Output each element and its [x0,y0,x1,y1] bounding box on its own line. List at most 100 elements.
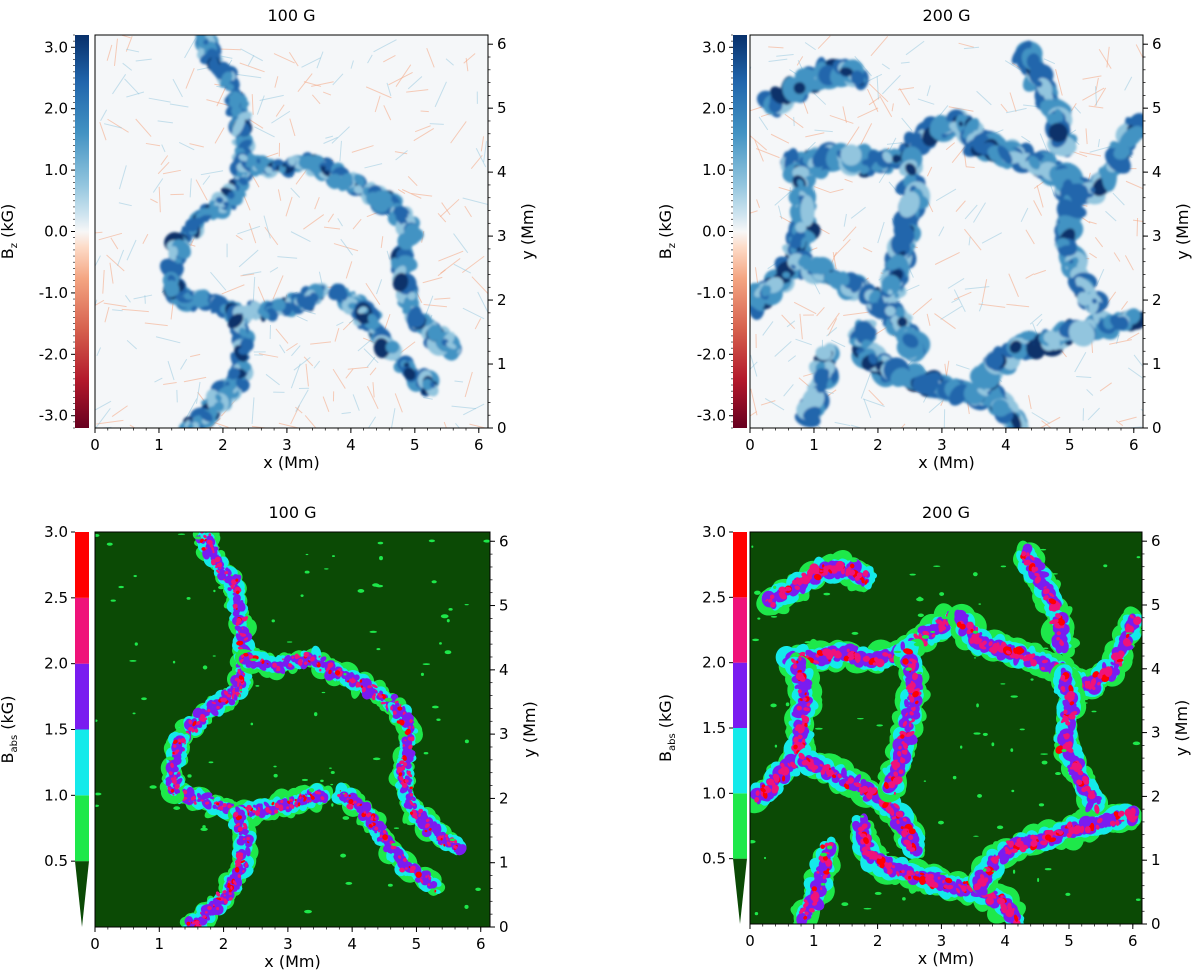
field-image [95,532,490,927]
x-tick-label: 5 [1065,436,1075,454]
y-axis-label: y (Mm) [1172,700,1191,756]
x-axis-label: x (Mm) [918,453,974,472]
x-tick-label: 2 [218,436,228,454]
colorbar-segment [75,795,89,862]
x-tick-label: 0 [90,436,100,454]
colorbar-segment [733,662,747,728]
x-tick-label: 3 [282,436,292,454]
y-tick-label: 2 [499,789,509,807]
y-tick-label: 5 [497,99,507,117]
x-tick-label: 2 [219,935,229,953]
panel-title: 100 G [267,6,315,25]
x-axis-label: x (Mm) [263,453,319,472]
x-tick-label: 3 [937,932,947,950]
x-axis-label: x (Mm) [264,952,320,971]
cbar-tick-label: 1.5 [44,721,68,739]
cbar-tick-label: 0.5 [44,852,68,870]
colorbar-segment [75,729,89,796]
cbar-tick-label: 2.0 [702,100,726,118]
y-tick-label: 0 [499,918,509,936]
colorbar-label: Babs (kG) [0,696,20,764]
colorbar [733,35,747,428]
y-tick-label: 4 [1151,660,1161,678]
x-tick-label: 5 [410,436,420,454]
y-tick-label: 1 [497,355,507,373]
panel-title: 200 G [922,503,970,522]
cbar-tick-label: -3.0 [39,407,68,425]
panel-3: 100 G 0 1 2 3 4 5 6 x (Mm) 0 1 2 3 4 5 6 y (Mm) 0.5 1.0 1.5… [0,503,539,971]
cbar-tick-label: 1.0 [44,161,68,179]
x-tick-label: 0 [90,935,100,953]
x-tick-label: 2 [873,436,883,454]
x-tick-label: 6 [474,436,484,454]
x-tick-label: 1 [809,932,819,950]
x-tick-label: 6 [1129,436,1139,454]
cbar-tick-label: 2.5 [702,588,726,606]
y-tick-label: 6 [499,532,509,550]
x-tick-label: 0 [745,932,755,950]
colorbar [75,35,89,428]
y-axis-label: y (Mm) [518,203,537,259]
cbar-tick-label: 3.0 [44,523,68,541]
x-tick-label: 1 [155,935,165,953]
y-tick-label: 3 [499,725,509,743]
x-tick-label: 3 [937,436,947,454]
panel-title: 100 G [268,503,316,522]
y-tick-label: 3 [1151,724,1161,742]
cbar-tick-label: 1.0 [702,784,726,802]
y-tick-label: 6 [497,35,507,53]
cbar-tick-label: 2.0 [44,100,68,118]
field-image [750,35,1143,428]
colorbar-segment [75,532,89,598]
cbar-tick-label: 1.0 [44,786,68,804]
x-tick-label: 6 [476,935,486,953]
colorbar-extend [733,858,747,924]
x-tick-label: 4 [347,935,357,953]
cbar-tick-label: -2.0 [39,345,68,363]
panel-4: 200 G 0 1 2 3 4 5 6 x (Mm) 0 1 2 3 4 5 6 y (Mm) 0.5 1.0 1.5… [656,503,1191,968]
cbar-tick-label: 0.5 [702,850,726,868]
y-tick-label: 6 [1152,35,1162,53]
cbar-tick-label: -2.0 [697,345,726,363]
x-tick-label: 5 [1064,932,1074,950]
colorbar-label: Babs (kG) [656,694,678,762]
cbar-tick-label: 3.0 [44,38,68,56]
cbar-tick-label: -3.0 [697,407,726,425]
cbar-tick-label: 0.0 [702,223,726,241]
y-tick-label: 1 [499,854,509,872]
y-tick-label: 3 [1152,227,1162,245]
x-tick-label: 1 [154,436,164,454]
cbar-tick-label: 2.5 [44,589,68,607]
field-image [95,35,488,428]
colorbar-segment [75,663,89,730]
x-axis-label: x (Mm) [918,949,974,968]
x-tick-label: 0 [745,436,755,454]
y-tick-label: 0 [1152,419,1162,437]
field-image [750,532,1142,924]
panel-1: 100 G 0 1 2 3 4 5 6 x (Mm) 0 1 2 3 4 5 6 y (Mm) -3.0 -2.0 -… [0,6,537,472]
cbar-tick-label: 1.0 [702,161,726,179]
x-tick-label: 4 [1000,932,1010,950]
cbar-tick-label: -1.0 [39,284,68,302]
colorbar-extend [75,861,89,927]
colorbar-segment [733,793,747,859]
y-tick-label: 0 [497,419,507,437]
cbar-tick-label: 0.0 [44,223,68,241]
colorbar-segment [733,597,747,663]
x-tick-label: 6 [1128,932,1138,950]
colorbar-segment [733,532,747,598]
panel-title: 200 G [922,6,970,25]
plot-frame [94,34,489,429]
colorbar-label: Bz (kG) [0,204,20,259]
y-tick-label: 2 [497,291,507,309]
y-axis-label: y (Mm) [520,701,539,757]
x-tick-label: 5 [412,935,422,953]
y-tick-label: 0 [1151,915,1161,933]
x-tick-label: 3 [283,935,293,953]
cbar-tick-label: -1.0 [697,284,726,302]
y-axis-label: y (Mm) [1173,203,1192,259]
x-tick-label: 4 [1001,436,1011,454]
y-tick-label: 6 [1151,532,1161,550]
colorbar-label: Bz (kG) [656,204,678,259]
